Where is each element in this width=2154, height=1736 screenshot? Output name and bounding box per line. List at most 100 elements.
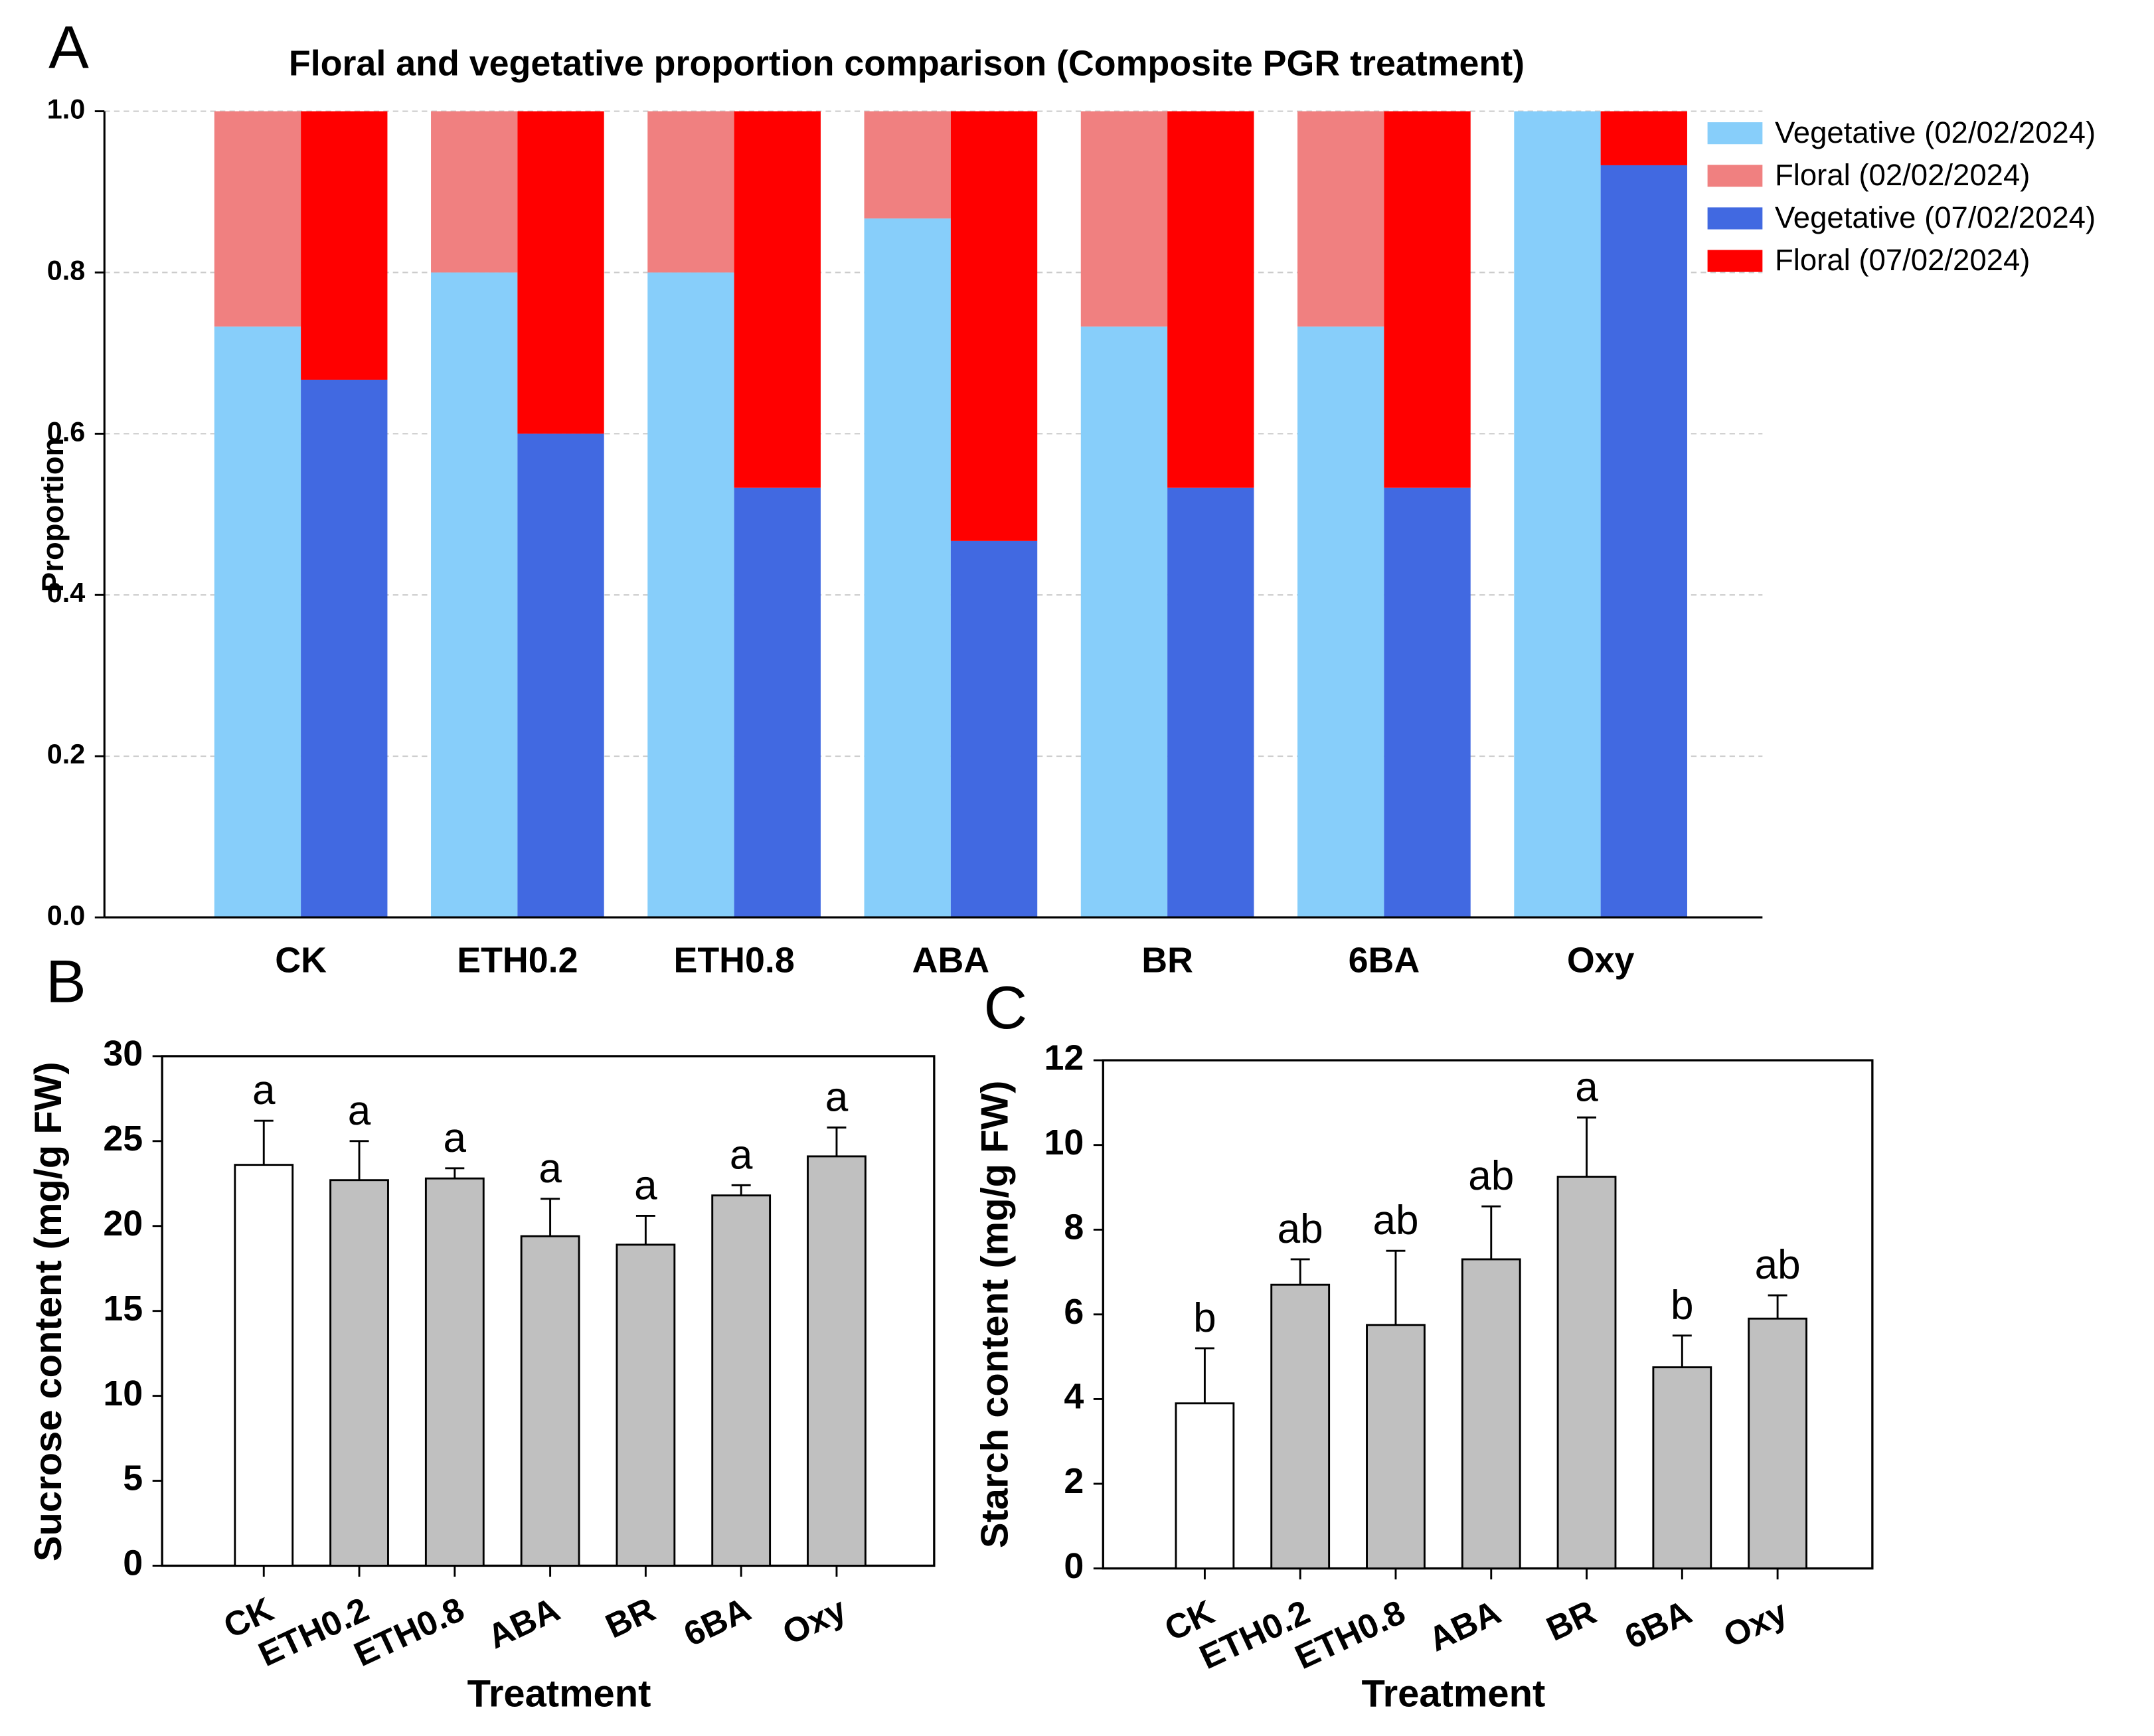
bar (616, 1243, 676, 1567)
legend-swatch (1707, 207, 1763, 230)
y-axis-label: Proportion (36, 438, 70, 593)
bar-segment (517, 111, 604, 434)
legend-label: Floral (07/02/2024) (1775, 243, 2030, 277)
y-tick-label: 5 (123, 1459, 143, 1498)
x-tick-label: BR (600, 1589, 661, 1645)
x-axis-label: Treatment (1361, 1672, 1545, 1715)
y-tick-label: 0.6 (47, 416, 86, 447)
significance-letter: a (825, 1074, 849, 1120)
bar (1461, 1258, 1521, 1570)
y-tick-label: 0 (123, 1543, 143, 1583)
bar (520, 1235, 580, 1567)
bar-segment (301, 111, 388, 380)
error-bar (1386, 1249, 1406, 1325)
y-tick-label: 20 (103, 1204, 143, 1243)
error-bar (827, 1126, 847, 1156)
y-tick-label: 0.2 (47, 739, 86, 769)
error-bar (1768, 1294, 1787, 1319)
bar-segment (214, 326, 301, 917)
bar (1175, 1402, 1235, 1570)
x-axis-label: Treatment (467, 1672, 651, 1715)
bar (424, 1177, 485, 1567)
y-tick-label: 8 (1064, 1207, 1084, 1247)
legend-swatch (1707, 250, 1763, 272)
bar-segment (1167, 111, 1254, 488)
y-tick-label: 2 (1064, 1461, 1084, 1501)
bar-segment (734, 111, 821, 488)
legend-swatch (1707, 122, 1763, 145)
significance-letter: b (1671, 1283, 1694, 1328)
x-tick-label: Oxy (1567, 940, 1635, 980)
bar-segment (1384, 487, 1471, 917)
y-axis-label: Sucrose content (mg/g FW) (27, 1062, 70, 1561)
panel-label: A (48, 15, 89, 82)
x-tick-label: BR (1141, 940, 1193, 980)
bar-segment (431, 272, 518, 917)
legend-label: Vegetative (02/02/2024) (1775, 116, 2096, 149)
error-bar (635, 1214, 655, 1245)
y-tick-label: 0 (1064, 1546, 1084, 1586)
bar-segment (517, 434, 604, 917)
bar-segment (1600, 165, 1687, 917)
bar (1366, 1324, 1426, 1570)
bar (1556, 1176, 1617, 1570)
x-tick-label: ABA (481, 1589, 565, 1656)
legend-label: Vegetative (07/02/2024) (1775, 200, 2096, 234)
y-tick-label: 0.8 (47, 255, 86, 285)
bar (807, 1155, 867, 1567)
bar-segment (431, 111, 518, 273)
x-tick-label: ETH0.2 (1194, 1593, 1315, 1677)
x-tick-label: 6BA (1349, 940, 1420, 980)
x-tick-label: ETH0.2 (457, 940, 578, 980)
x-tick-label: BR (1540, 1593, 1602, 1648)
bar-segment (950, 111, 1038, 541)
error-bar (731, 1184, 751, 1196)
x-tick-label: 6BA (1619, 1593, 1697, 1656)
bar (1748, 1317, 1807, 1570)
y-tick-label: 25 (103, 1119, 143, 1158)
x-tick-label: CK (275, 940, 327, 980)
error-bar (1481, 1205, 1501, 1259)
bar-segment (1297, 111, 1384, 327)
y-axis-label: Starch content (mg/g FW) (973, 1081, 1016, 1548)
significance-letter: a (634, 1162, 657, 1208)
x-tick-label: 6BA (678, 1589, 756, 1653)
bar (1652, 1366, 1712, 1570)
significance-letter: a (348, 1088, 371, 1134)
y-tick-label: 12 (1044, 1038, 1084, 1077)
y-tick-label: 10 (1044, 1123, 1084, 1162)
significance-letter: ab (1755, 1242, 1801, 1288)
y-tick-label: 30 (103, 1034, 143, 1073)
significance-letter: a (730, 1132, 753, 1178)
bar-segment (647, 272, 734, 917)
bar-segment (301, 379, 388, 917)
legend-swatch (1707, 165, 1763, 187)
significance-letter: a (538, 1146, 562, 1192)
bar-segment (1600, 111, 1687, 165)
panel-label: B (46, 948, 86, 1015)
significance-letter: a (252, 1067, 276, 1113)
panel-label: C (984, 975, 1028, 1042)
error-bar (254, 1119, 274, 1165)
x-tick-label: ETH0.2 (252, 1589, 374, 1674)
error-bar (1577, 1116, 1597, 1177)
bar-segment (647, 111, 734, 273)
significance-letter: a (1575, 1064, 1598, 1110)
x-tick-label: ABA (912, 940, 989, 980)
x-tick-label: Oxy (1718, 1592, 1793, 1654)
y-tick-label: 15 (103, 1289, 143, 1328)
error-bar (1290, 1258, 1310, 1285)
y-tick-label: 0.0 (47, 900, 86, 931)
significance-letter: ab (1372, 1198, 1418, 1243)
x-tick-label: ETH0.8 (673, 940, 794, 980)
bar-segment (1297, 326, 1384, 917)
bar-segment (1384, 111, 1471, 488)
error-bar (445, 1167, 465, 1179)
y-tick-label: 1.0 (47, 94, 86, 124)
bar (1270, 1283, 1331, 1570)
significance-letter: ab (1278, 1206, 1323, 1252)
x-tick-label: ETH0.8 (1289, 1593, 1410, 1677)
x-tick-label: ABA (1423, 1593, 1507, 1659)
bar-segment (734, 487, 821, 917)
